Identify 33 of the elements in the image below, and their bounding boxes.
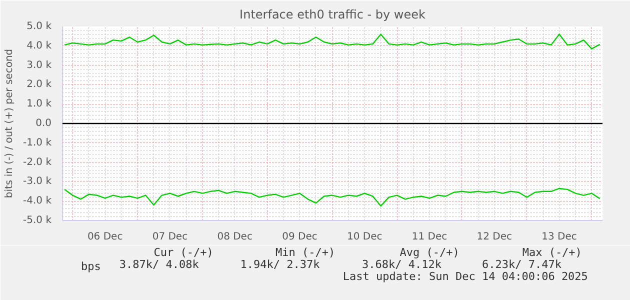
text: bps	[81, 260, 101, 273]
y-tick-label: 2.0 k	[26, 79, 52, 90]
chart-title: Interface eth0 traffic - by week	[240, 8, 426, 22]
y-tick-label: 5.0 k	[26, 21, 52, 32]
text: 6.23k/ 7.47k	[482, 258, 562, 271]
x-tick-label: 13 Dec	[542, 232, 577, 242]
x-tick-label: 09 Dec	[282, 232, 318, 242]
x-tick-label: 07 Dec	[152, 232, 188, 242]
text: Cur (-/+)	[154, 246, 214, 259]
y-tick-label: 3.0 k	[26, 60, 52, 71]
y-tick-label: -2.0 k	[23, 156, 52, 168]
y-tick-label: -1.0 k	[23, 137, 52, 148]
y-tick-label: 4.0 k	[26, 40, 52, 52]
text: 3.68k/ 4.12k	[362, 258, 442, 271]
text: Min (-/+)	[275, 246, 336, 259]
y-axis-title: bits in (-) / out (+) per second	[4, 48, 16, 198]
x-tick-label: 08 Dec	[217, 232, 252, 242]
y-tick-label: -5.0 k	[23, 215, 52, 226]
y-tick-label: 0.0	[36, 118, 52, 129]
x-tick-label: 11 Dec	[412, 232, 448, 242]
text: Avg (-/+)	[400, 246, 460, 259]
text: Max (-/+)	[522, 246, 582, 259]
x-tick-label: 12 Dec	[476, 232, 512, 242]
line-series	[64, 34, 600, 50]
text: 1.94k/ 2.37k	[240, 258, 320, 271]
line-series	[64, 188, 600, 207]
y-tick-label: -3.0 k	[23, 176, 52, 188]
x-tick-label: 10 Dec	[346, 232, 382, 242]
y-tick-label: 1.0 k	[26, 98, 52, 110]
text: Last update: Sun Dec 14 04:00:06 2025	[342, 270, 588, 283]
y-tick-label: -4.0 k	[23, 196, 52, 207]
text: 3.87k/ 4.08k	[119, 258, 200, 271]
x-tick-label: 06 Dec	[87, 232, 123, 242]
